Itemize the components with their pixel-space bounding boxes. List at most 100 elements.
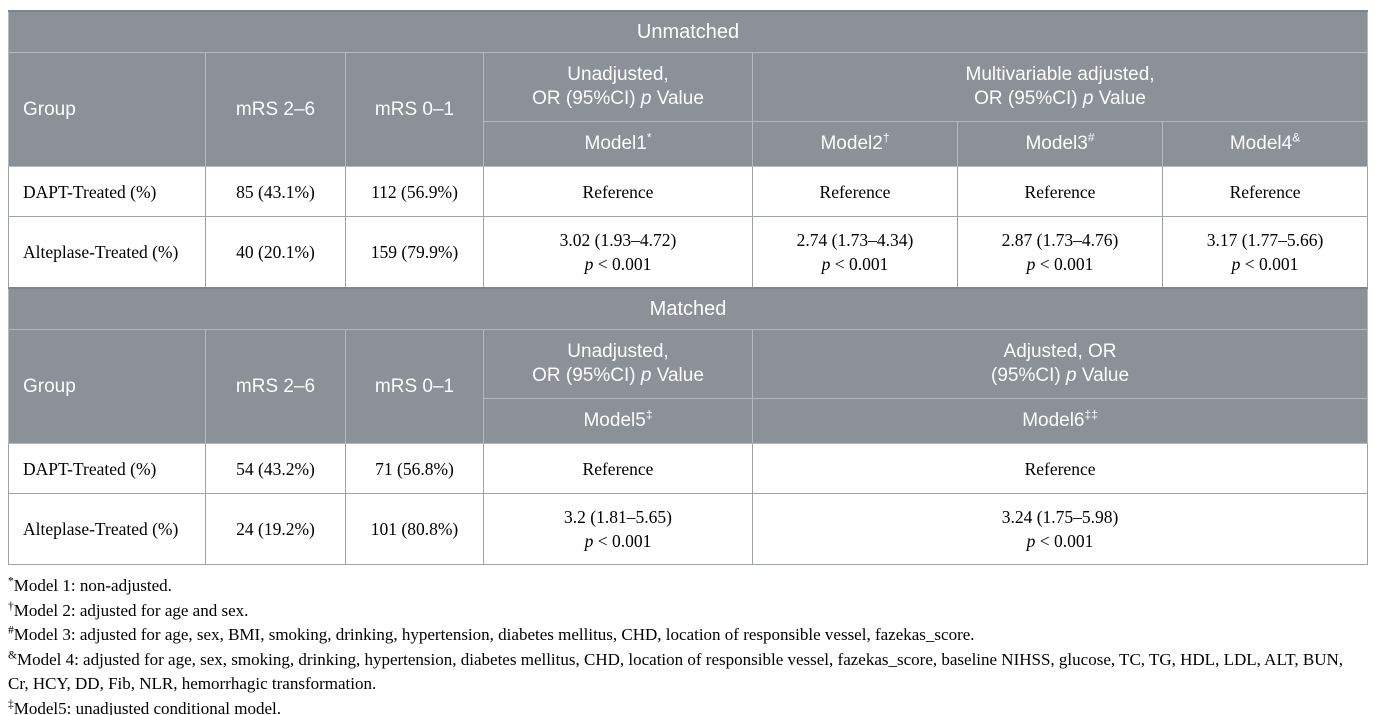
cell-unmatched-dapt-mrs01: 112 (56.9%) [345,166,484,217]
model2-footnote-mark: † [882,130,890,145]
footnote-mark: ‡ [8,697,14,710]
footnote-text: Model 4: adjusted for age, sex, smoking,… [8,649,1344,694]
footnote-mark: & [8,648,17,661]
model6-footnote-mark: ‡‡ [1084,407,1098,422]
model6-label: Model6 [1022,410,1085,431]
or-value: 2.87 (1.73–4.76) [1001,230,1119,250]
multivariable-line2-post: Value [1093,88,1146,109]
unmatched-header-row: Group mRS 2–6 mRS 0–1 Unadjusted, OR (95… [8,52,1369,167]
col-header-group-matched: Group [8,329,206,444]
adjusted-line2-pre: (95%CI) [991,365,1066,386]
multivariable-p-symbol: p [1082,88,1094,109]
cell-unmatched-dapt-mrs26: 85 (43.1%) [205,166,346,217]
p-value: p < 0.001 [821,254,889,274]
col-header-model1: Model1* [483,121,753,167]
unmatched-model-row: Model1* Model2† Model3# Model4& [9,121,1369,167]
cell-unmatched-alt-model2: 2.74 (1.73–4.34) p < 0.001 [752,216,958,289]
adjusted-line2-post: Value [1076,365,1130,386]
cell-matched-dapt-model6: Reference [751,443,1369,494]
unadjusted-line1: Unadjusted, [567,341,669,362]
or-value: 2.74 (1.73–4.34) [796,230,914,250]
unadjusted-line2-post: Value [651,88,704,109]
cell-unmatched-alt-mrs01: 159 (79.9%) [345,216,484,289]
model4-label: Model4 [1229,133,1293,154]
cell-matched-dapt-group: DAPT-Treated (%) [8,443,206,494]
cell-unmatched-dapt-group: DAPT-Treated (%) [8,166,206,217]
col-header-mrs-2-6: mRS 2–6 [205,52,346,167]
col-header-model5: Model5‡ [483,398,753,444]
model1-label: Model1 [584,133,647,154]
unadjusted-p-symbol: p [640,88,652,109]
col-header-mrs-2-6-matched: mRS 2–6 [205,329,346,444]
footnote-text: Model 3: adjusted for age, sex, BMI, smo… [13,625,975,644]
model3-label: Model3 [1025,133,1088,154]
unadjusted-line2-pre: OR (95%CI) [532,365,641,386]
model5-footnote-mark: ‡ [645,407,653,422]
col-header-unadjusted: Unadjusted, OR (95%CI) p Value [483,52,753,122]
col-header-model6: Model6‡‡ [751,398,1369,444]
footnote-model3: #Model 3: adjusted for age, sex, BMI, sm… [8,623,1367,648]
unadjusted-line2-post: Value [651,365,704,386]
cell-matched-alt-mrs26: 24 (19.2%) [205,493,346,565]
footnotes: *Model 1: non-adjusted. †Model 2: adjust… [8,574,1367,715]
adjusted-line1: Adjusted, OR [1003,341,1117,362]
footnote-mark: # [8,624,14,637]
cell-unmatched-dapt-model1: Reference [483,166,753,217]
col-header-group: Group [8,52,206,167]
p-value: p < 0.001 [1026,531,1094,551]
unadjusted-line1: Unadjusted, [567,64,669,85]
cell-unmatched-dapt-model3: Reference [957,166,1163,217]
adjusted-p-symbol: p [1065,365,1077,386]
cell-matched-dapt-mrs01: 71 (56.8%) [345,443,484,494]
model5-label: Model5 [583,410,646,431]
unmatched-row-dapt: DAPT-Treated (%) 85 (43.1%) 112 (56.9%) … [8,166,1369,217]
section-title-matched: Matched [7,287,1369,330]
footnote-model4: &Model 4: adjusted for age, sex, smoking… [8,648,1367,697]
footnote-mark: † [8,599,14,612]
cell-matched-alt-model6: 3.24 (1.75–5.98) p < 0.001 [751,493,1369,565]
footnote-mark: * [8,575,14,588]
footnote-model1: *Model 1: non-adjusted. [8,574,1367,599]
cell-unmatched-alt-mrs26: 40 (20.1%) [205,216,346,289]
p-value: p < 0.001 [584,531,652,551]
cell-matched-alt-group: Alteplase-Treated (%) [8,493,206,565]
footnote-model2: †Model 2: adjusted for age and sex. [8,599,1367,624]
matched-header-row: Group mRS 2–6 mRS 0–1 Unadjusted, OR (95… [8,329,1369,444]
cell-unmatched-alt-model1: 3.02 (1.93–4.72) p < 0.001 [483,216,753,289]
cell-matched-alt-model5: 3.2 (1.81–5.65) p < 0.001 [483,493,753,565]
section-row-matched: Matched [7,287,1369,330]
cell-matched-dapt-model5: Reference [483,443,753,494]
or-value: 3.17 (1.77–5.66) [1206,230,1324,250]
model1-footnote-mark: * [646,130,652,145]
cell-unmatched-alt-group: Alteplase-Treated (%) [8,216,206,289]
cell-unmatched-dapt-model2: Reference [752,166,958,217]
or-value: 3.2 (1.81–5.65) [564,507,672,527]
cell-unmatched-alt-model4: 3.17 (1.77–5.66) p < 0.001 [1161,216,1369,289]
results-table: Unmatched Group mRS 2–6 mRS 0–1 Unadjust… [7,10,1369,565]
footnote-text: Model 2: adjusted for age and sex. [13,600,249,620]
unmatched-row-alteplase: Alteplase-Treated (%) 40 (20.1%) 159 (79… [8,216,1369,289]
col-header-adjusted-matched: Adjusted, OR (95%CI) p Value [751,329,1369,399]
col-header-mrs-0-1: mRS 0–1 [345,52,484,167]
p-value: p < 0.001 [1026,254,1094,274]
section-title-unmatched: Unmatched [7,10,1369,53]
unadjusted-line2-pre: OR (95%CI) [532,88,641,109]
cell-matched-alt-mrs01: 101 (80.8%) [345,493,484,565]
matched-row-alteplase: Alteplase-Treated (%) 24 (19.2%) 101 (80… [8,493,1369,565]
table-container: Unmatched Group mRS 2–6 mRS 0–1 Unadjust… [7,10,1369,565]
section-row-unmatched: Unmatched [7,10,1369,53]
or-value: 3.24 (1.75–5.98) [1001,507,1119,527]
model3-footnote-mark: # [1087,130,1095,145]
col-header-model4: Model4& [1161,121,1369,167]
multivariable-line2-pre: OR (95%CI) [974,88,1083,109]
col-header-model3: Model3# [957,121,1163,167]
footnote-text: Model5: unadjusted conditional model. [13,698,281,715]
col-header-multivariable: Multivariable adjusted, OR (95%CI) p Val… [751,52,1369,122]
matched-row-dapt: DAPT-Treated (%) 54 (43.2%) 71 (56.8%) R… [8,443,1369,494]
cell-unmatched-dapt-model4: Reference [1161,166,1369,217]
multivariable-line1: Multivariable adjusted, [965,64,1155,85]
model2-label: Model2 [820,133,883,154]
cell-unmatched-alt-model3: 2.87 (1.73–4.76) p < 0.001 [957,216,1163,289]
model4-footnote-mark: & [1292,130,1301,145]
unadjusted-p-symbol: p [640,365,652,386]
